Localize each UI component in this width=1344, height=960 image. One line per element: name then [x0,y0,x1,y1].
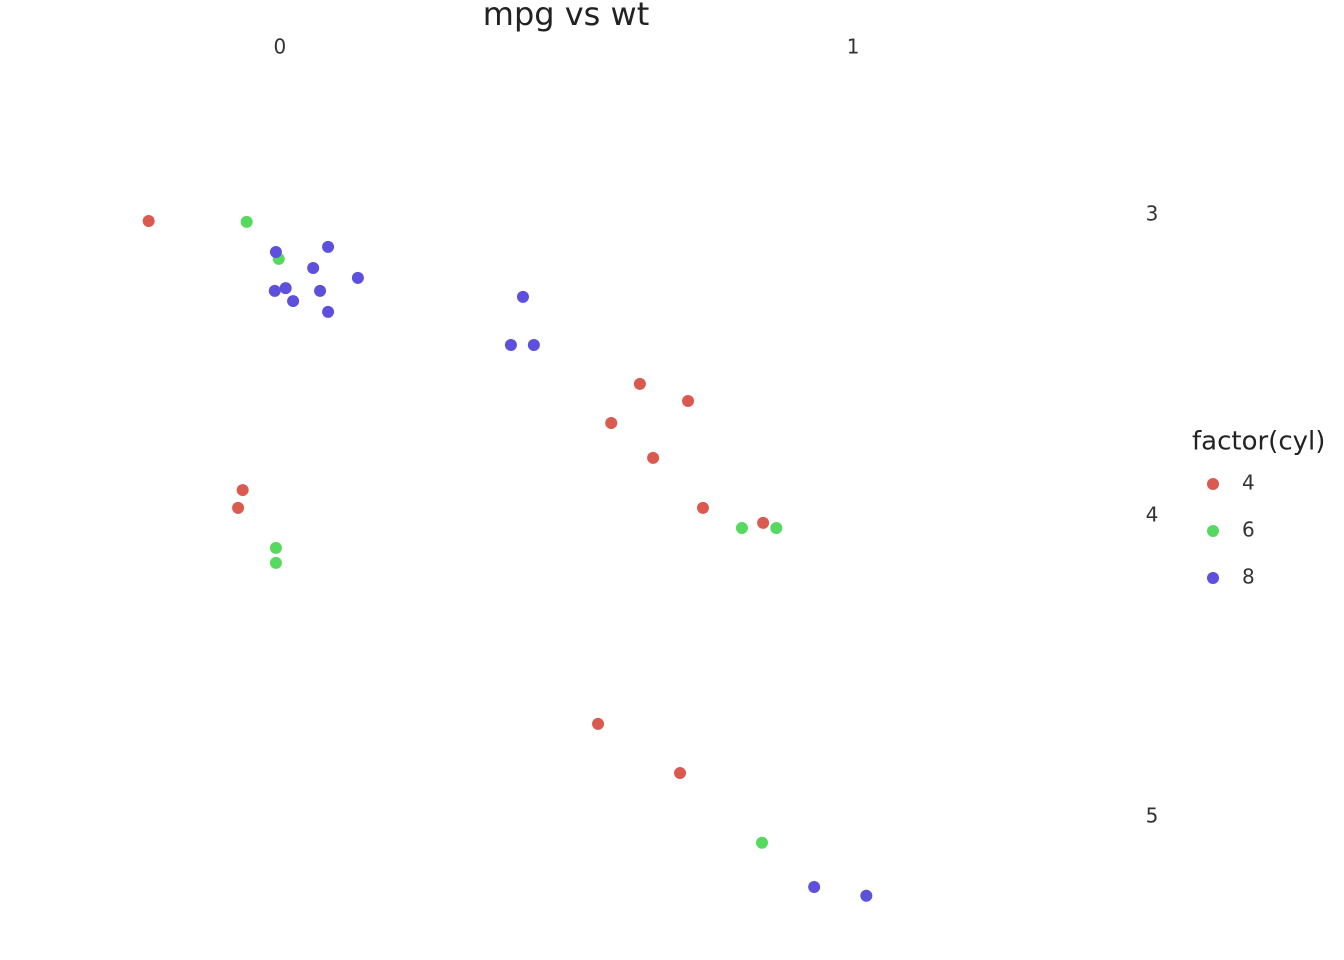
legend-title: factor(cyl) [1192,427,1325,457]
point [269,246,282,259]
y-tick-label: 4 [1146,502,1159,526]
point [808,881,821,894]
point [696,501,709,514]
point [735,521,748,534]
point [236,484,249,497]
legend-label: 6 [1242,518,1255,542]
point [633,377,646,390]
point [757,516,770,529]
point [314,284,327,297]
legend-swatch [1207,525,1219,537]
y-tick-label: 5 [1146,803,1159,827]
point [674,766,687,779]
point [269,541,282,554]
point [592,717,605,730]
x-tick-label: 1 [847,35,860,59]
x-tick-label: 0 [274,35,287,59]
point [682,394,695,407]
legend-swatch [1207,478,1219,490]
point [755,836,768,849]
chart-title: mpg vs wt [483,0,649,33]
point [240,215,253,228]
point [322,240,335,253]
legend-label: 8 [1242,565,1255,589]
point [322,305,335,318]
point [647,451,660,464]
point [351,271,364,284]
point [269,556,282,569]
point [516,290,529,303]
y-tick-label: 3 [1146,201,1159,225]
point [268,284,281,297]
point [770,521,783,534]
point [287,295,300,308]
point [605,416,618,429]
point [527,339,540,352]
point [860,889,873,902]
legend-swatch [1207,572,1219,584]
point [279,282,292,295]
legend-label: 4 [1242,471,1255,495]
point [232,501,245,514]
point [307,261,320,274]
point [504,339,517,352]
point [142,215,155,228]
